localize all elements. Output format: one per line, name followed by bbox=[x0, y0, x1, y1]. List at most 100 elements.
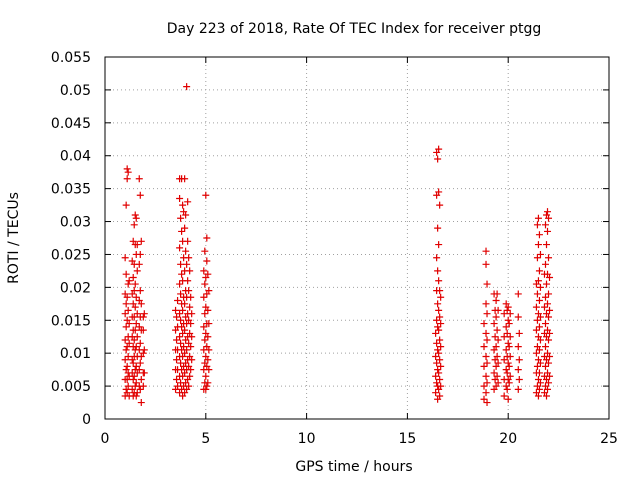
data-point bbox=[180, 343, 188, 351]
data-point bbox=[483, 280, 491, 288]
data-point bbox=[173, 313, 181, 321]
data-point bbox=[503, 369, 511, 377]
data-point bbox=[132, 362, 140, 370]
data-point bbox=[200, 293, 208, 301]
data-point bbox=[533, 221, 541, 229]
data-point bbox=[204, 356, 212, 364]
data-point bbox=[177, 290, 185, 298]
data-point bbox=[545, 379, 553, 387]
data-point bbox=[535, 385, 543, 393]
x-tick-label: 25 bbox=[600, 431, 618, 447]
data-point bbox=[200, 267, 208, 275]
data-point bbox=[504, 359, 512, 367]
data-point bbox=[502, 323, 510, 331]
data-point bbox=[504, 303, 512, 311]
data-point bbox=[125, 339, 133, 347]
data-point bbox=[483, 399, 491, 407]
data-point bbox=[436, 376, 444, 384]
data-point bbox=[204, 270, 212, 278]
data-point bbox=[434, 346, 442, 354]
data-point bbox=[490, 320, 498, 328]
data-point bbox=[202, 372, 210, 380]
data-point bbox=[135, 175, 143, 183]
data-point bbox=[433, 339, 441, 347]
data-point bbox=[436, 201, 444, 209]
data-point bbox=[433, 316, 441, 324]
data-point bbox=[535, 323, 543, 331]
y-tick-label: 0.05 bbox=[60, 83, 91, 99]
data-point bbox=[492, 343, 500, 351]
y-tick-label: 0.03 bbox=[60, 215, 91, 231]
data-point bbox=[122, 300, 130, 308]
data-point bbox=[203, 382, 211, 390]
data-point bbox=[137, 399, 145, 407]
data-point bbox=[176, 195, 184, 203]
data-point bbox=[121, 254, 129, 262]
data-point bbox=[433, 359, 441, 367]
data-point bbox=[434, 366, 442, 374]
data-point bbox=[124, 352, 132, 360]
data-point bbox=[129, 376, 137, 384]
data-point bbox=[200, 323, 208, 331]
data-point bbox=[204, 306, 212, 314]
data-point bbox=[203, 234, 211, 242]
data-point bbox=[185, 287, 193, 295]
data-point bbox=[515, 329, 523, 337]
data-point bbox=[541, 221, 549, 229]
data-point bbox=[140, 346, 148, 354]
data-point bbox=[436, 392, 444, 400]
data-point bbox=[493, 290, 501, 298]
data-point bbox=[480, 343, 488, 351]
grid-lines bbox=[105, 57, 609, 419]
data-point bbox=[133, 267, 141, 275]
data-point bbox=[482, 329, 490, 337]
data-point bbox=[133, 333, 141, 341]
data-point bbox=[183, 83, 191, 91]
tick-labels: 0 5 10 15 20 25 0 0.005 0.01 0.015 0.02 0.025 0.03 0.… bbox=[51, 50, 618, 447]
data-point bbox=[122, 201, 130, 209]
data-point bbox=[434, 323, 442, 331]
data-point bbox=[135, 260, 143, 268]
data-point bbox=[505, 320, 513, 328]
data-point bbox=[437, 293, 445, 301]
data-point bbox=[136, 385, 144, 393]
data-point bbox=[536, 379, 544, 387]
data-point bbox=[132, 214, 140, 222]
data-point bbox=[532, 326, 540, 334]
data-point bbox=[490, 369, 498, 377]
data-point bbox=[176, 310, 184, 318]
data-point bbox=[201, 310, 209, 318]
data-point bbox=[205, 366, 213, 374]
data-point bbox=[534, 214, 542, 222]
data-point bbox=[493, 372, 501, 380]
data-point bbox=[536, 250, 544, 258]
data-point bbox=[139, 313, 147, 321]
data-point bbox=[122, 346, 130, 354]
data-point bbox=[533, 316, 541, 324]
data-point bbox=[541, 362, 549, 370]
data-point bbox=[178, 270, 186, 278]
data-point bbox=[545, 290, 553, 298]
data-point bbox=[124, 382, 132, 390]
data-point bbox=[532, 349, 540, 357]
data-point bbox=[533, 362, 541, 370]
data-point bbox=[505, 362, 513, 370]
x-tick-label: 10 bbox=[298, 431, 316, 447]
data-point bbox=[515, 356, 523, 364]
data-point bbox=[546, 372, 554, 380]
data-point bbox=[132, 343, 140, 351]
data-point bbox=[135, 366, 143, 374]
data-point bbox=[123, 175, 131, 183]
data-point bbox=[136, 250, 144, 258]
data-point bbox=[202, 191, 210, 199]
data-point bbox=[136, 359, 144, 367]
data-point bbox=[482, 260, 490, 268]
data-point bbox=[494, 359, 502, 367]
data-point bbox=[500, 392, 508, 400]
x-axis-label: GPS time / hours bbox=[295, 459, 412, 475]
chart-title: Day 223 of 2018, Rate Of TEC Index for r… bbox=[167, 21, 542, 37]
data-point bbox=[506, 372, 514, 380]
data-point bbox=[201, 280, 209, 288]
data-point bbox=[130, 221, 138, 229]
data-point bbox=[433, 379, 441, 387]
